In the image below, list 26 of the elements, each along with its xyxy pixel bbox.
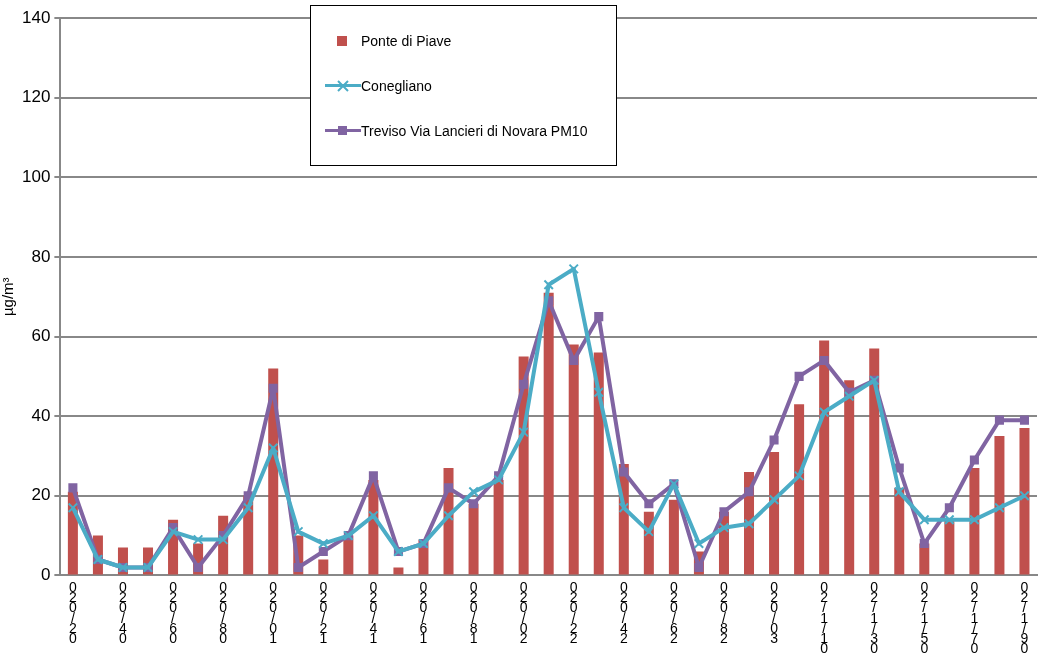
y-tick-label: 80 — [31, 246, 51, 266]
x-tick-label: 020/41 — [369, 579, 378, 646]
x-tick-label: 020/02 — [519, 579, 528, 646]
legend-label: Conegliano — [361, 77, 432, 94]
x-tick-label: 020/62 — [669, 579, 678, 646]
y-tick-label: 40 — [31, 405, 51, 425]
x-tick-label: 020/61 — [419, 579, 428, 646]
y-axis-title: µg/m³ — [0, 277, 17, 317]
x-tick-label: 020/40 — [119, 579, 128, 646]
x-tick-label: 020/03 — [770, 579, 779, 646]
x-tick-label: 020/80 — [219, 579, 228, 646]
legend-label: Ponte di Piave — [361, 32, 452, 49]
y-tick-label: 100 — [21, 166, 51, 186]
x-tick-label: 020/01 — [269, 579, 278, 646]
y-tick-label: 60 — [31, 326, 51, 346]
y-tick-label: 140 — [21, 7, 51, 27]
x-tick-label: 020/60 — [169, 579, 178, 646]
x-tick-label: 020/81 — [469, 579, 478, 646]
x-tick-label: 020/82 — [720, 579, 729, 646]
x-tick-label: 020/42 — [619, 579, 628, 646]
y-tick-label: 0 — [40, 565, 51, 585]
y-tick-label: 20 — [31, 485, 51, 505]
x-tick-label: 020/20 — [68, 579, 77, 646]
x-tick-label: 020/21 — [319, 579, 328, 646]
legend-label: Treviso Via Lancieri di Novara PM10 — [361, 122, 588, 139]
y-tick-label: 120 — [21, 87, 51, 107]
